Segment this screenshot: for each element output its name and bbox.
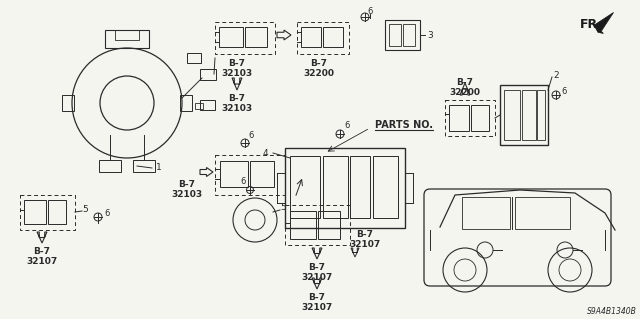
Text: B-7
32103: B-7 32103: [172, 180, 203, 199]
Bar: [285, 148, 405, 228]
Text: B-7
32107: B-7 32107: [26, 247, 58, 266]
Bar: [445, 100, 495, 136]
Bar: [318, 211, 340, 239]
Bar: [373, 156, 398, 218]
Text: B-7
32103: B-7 32103: [221, 94, 253, 113]
Text: 6: 6: [248, 130, 253, 139]
Bar: [297, 22, 349, 54]
Text: 6: 6: [367, 8, 372, 17]
Text: 6: 6: [344, 122, 349, 130]
Text: 6: 6: [104, 209, 109, 218]
Bar: [462, 197, 510, 229]
Bar: [220, 161, 248, 187]
Text: 1: 1: [156, 164, 162, 173]
Text: B-7
32107: B-7 32107: [301, 293, 333, 312]
Bar: [449, 105, 469, 131]
Bar: [187, 53, 201, 63]
Bar: [471, 105, 489, 131]
Bar: [245, 27, 267, 47]
Polygon shape: [593, 12, 614, 33]
Text: PARTS NO.: PARTS NO.: [375, 120, 433, 130]
Bar: [115, 30, 139, 40]
Bar: [301, 27, 321, 47]
Bar: [48, 200, 66, 224]
Bar: [215, 155, 285, 195]
Bar: [403, 24, 415, 46]
Text: 2: 2: [553, 70, 559, 79]
Text: B-7
32107: B-7 32107: [349, 230, 381, 249]
Bar: [195, 103, 203, 109]
Bar: [504, 90, 520, 140]
Bar: [200, 100, 215, 110]
Bar: [350, 156, 370, 218]
Text: FR.: FR.: [580, 18, 603, 31]
Bar: [385, 20, 420, 50]
Bar: [24, 200, 46, 224]
Bar: [133, 160, 155, 172]
Bar: [290, 211, 316, 239]
Bar: [290, 156, 320, 218]
Text: B-7
32107: B-7 32107: [301, 263, 333, 282]
Text: 6: 6: [240, 177, 246, 187]
Bar: [250, 161, 274, 187]
Text: 5: 5: [82, 205, 88, 214]
Bar: [515, 197, 570, 229]
Text: 5: 5: [280, 204, 286, 212]
Bar: [99, 160, 121, 172]
Bar: [219, 27, 243, 47]
Bar: [537, 90, 545, 140]
Text: S9A4B1340B: S9A4B1340B: [587, 307, 637, 316]
Text: 6: 6: [561, 86, 566, 95]
Bar: [62, 95, 74, 111]
Bar: [389, 24, 401, 46]
Bar: [200, 69, 216, 80]
Bar: [105, 30, 149, 48]
Text: 4: 4: [262, 149, 268, 158]
Text: B-7
32200: B-7 32200: [449, 78, 481, 97]
Bar: [20, 195, 75, 230]
Text: B-7
32103: B-7 32103: [221, 59, 253, 78]
Text: B-7
32200: B-7 32200: [303, 59, 335, 78]
Text: 3: 3: [427, 31, 433, 40]
Bar: [323, 27, 343, 47]
Bar: [215, 22, 275, 54]
Bar: [323, 156, 348, 218]
Bar: [522, 90, 536, 140]
Bar: [285, 205, 350, 245]
Bar: [180, 95, 192, 111]
Bar: [500, 85, 548, 145]
